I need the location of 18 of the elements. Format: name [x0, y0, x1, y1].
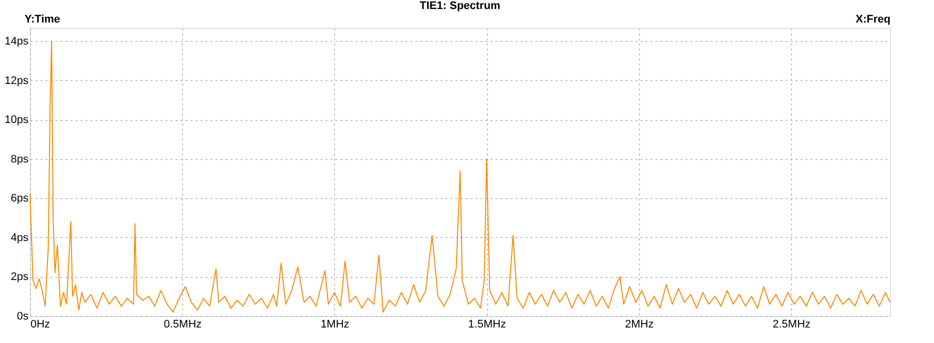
- y-tick-label: 0s: [16, 310, 29, 322]
- y-axis-title: Y:Time: [24, 14, 60, 26]
- line-series: [30, 40, 890, 313]
- y-tick-label: 2ps: [10, 271, 29, 284]
- chart-title: TIE1: Spectrum: [420, 0, 501, 12]
- x-tick-label: 2MHz: [624, 318, 654, 330]
- x-axis-title: X:Freq: [856, 14, 890, 26]
- x-tick-label: 0.5MHz: [164, 318, 202, 330]
- y-tick-label: 8ps: [10, 153, 29, 166]
- x-tick-label: 1.5MHz: [468, 318, 506, 330]
- x-tick-label: 0Hz: [30, 318, 50, 330]
- y-tick-label: 4ps: [10, 232, 29, 244]
- y-tick-label: 10ps: [4, 114, 29, 126]
- y-tick-label: 12ps: [4, 74, 29, 87]
- x-tick-label: 1MHz: [320, 318, 350, 330]
- y-tick-label: 6ps: [10, 192, 29, 205]
- x-tick-label: 2.5MHz: [772, 318, 811, 330]
- y-tick-label: 14ps: [4, 36, 29, 48]
